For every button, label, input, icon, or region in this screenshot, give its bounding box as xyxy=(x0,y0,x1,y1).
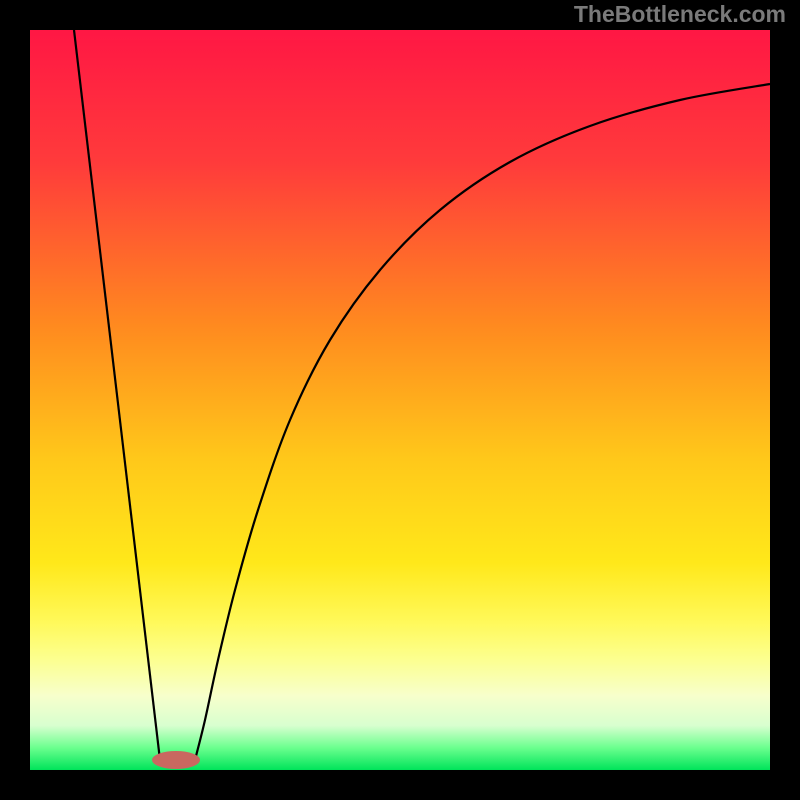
plot-gradient-area xyxy=(30,30,770,770)
watermark-text: TheBottleneck.com xyxy=(574,1,786,27)
optimal-point-marker xyxy=(152,751,200,769)
chart-svg: TheBottleneck.com xyxy=(0,0,800,800)
